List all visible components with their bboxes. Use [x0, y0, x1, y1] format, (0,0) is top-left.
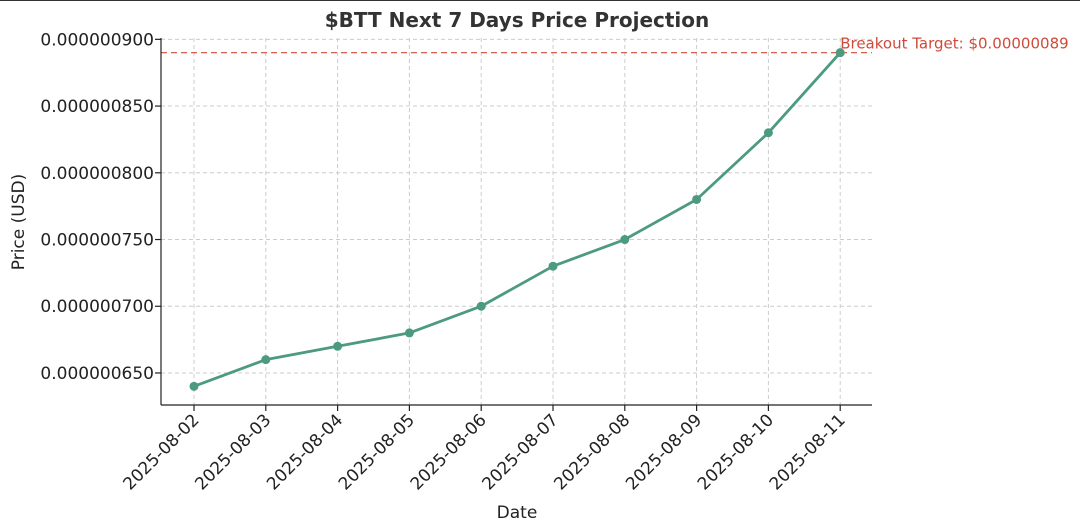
data-point — [692, 194, 702, 204]
x-tick-label: 2025-08-02 — [120, 410, 204, 494]
top-border — [0, 0, 1080, 1]
grid-lines — [161, 38, 872, 405]
x-tick-label: 2025-08-11 — [766, 410, 850, 494]
y-tick-label: 0.000000850 — [40, 97, 154, 117]
y-axis-label: Price (USD) — [9, 174, 29, 270]
y-tick-label: 0.000000750 — [40, 231, 154, 251]
x-tick-label: 2025-08-09 — [622, 410, 706, 494]
data-point — [763, 128, 773, 138]
y-tick-label: 0.000000700 — [40, 297, 154, 317]
data-point — [333, 341, 343, 351]
chart-title: $BTT Next 7 Days Price Projection — [325, 8, 710, 32]
x-tick-label: 2025-08-04 — [263, 410, 347, 494]
x-axis-ticks: 2025-08-022025-08-032025-08-042025-08-05… — [120, 405, 850, 494]
data-point — [476, 301, 486, 311]
x-tick-label: 2025-08-10 — [694, 410, 778, 494]
data-point — [404, 328, 414, 338]
axes — [160, 38, 872, 406]
x-tick-label: 2025-08-06 — [407, 410, 491, 494]
data-point — [189, 381, 199, 391]
y-tick-label: 0.000000900 — [40, 30, 154, 50]
data-point — [835, 48, 845, 58]
x-tick-label: 2025-08-03 — [191, 410, 275, 494]
data-point — [261, 355, 271, 365]
x-tick-label: 2025-08-07 — [479, 410, 563, 494]
y-tick-label: 0.000000650 — [40, 364, 154, 384]
y-tick-label: 0.000000800 — [40, 164, 154, 184]
price-series — [189, 48, 845, 391]
series-line — [193, 51, 842, 388]
x-tick-label: 2025-08-08 — [550, 410, 634, 494]
y-axis-ticks: 0.000000650 0.000000700 0.000000750 0.00000… — [40, 30, 161, 384]
data-point — [620, 235, 630, 245]
x-tick-label: 2025-08-05 — [335, 410, 419, 494]
x-axis-label: Date — [497, 503, 538, 523]
breakout-target-label: Breakout Target: $0.00000089 — [840, 35, 1068, 53]
data-point — [548, 261, 558, 271]
